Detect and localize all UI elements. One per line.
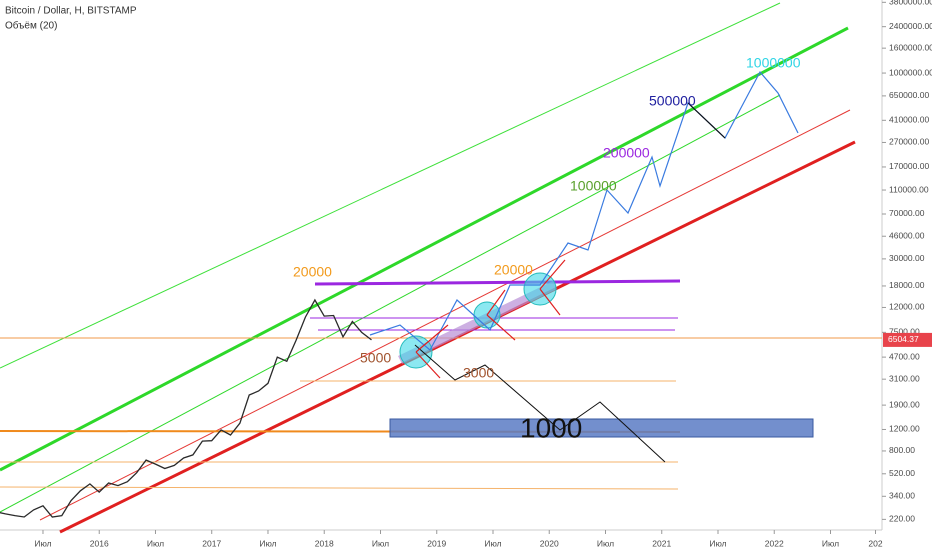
x-tick-label: 2018 (315, 538, 334, 548)
x-tick-label: Июл (822, 538, 839, 548)
x-tick-label: Июл (259, 538, 276, 548)
arrow (539, 288, 561, 316)
x-tick-label: 2020 (540, 538, 559, 548)
projection (687, 102, 726, 139)
x-tick-label: Июл (147, 538, 164, 548)
x-tick-label: Июл (34, 538, 51, 548)
y-tick-label: 12000.00 (889, 302, 925, 312)
x-tick-label: 2017 (202, 538, 221, 548)
current-price-box (883, 332, 932, 347)
arrow (486, 314, 516, 341)
x-tick-label: 2016 (90, 538, 109, 548)
y-tick-label: 170000.00 (889, 161, 929, 171)
y-tick-label: 800.00 (889, 445, 915, 455)
y-tick-label: 220.00 (889, 514, 915, 524)
x-tick-label: Июл (484, 538, 501, 548)
subtitle: Объём (20) (5, 20, 57, 32)
y-tick-label: 520.00 (889, 468, 915, 478)
y-tick-label: 1200.00 (889, 424, 920, 434)
y-tick-label: 3100.00 (889, 373, 920, 383)
y-tick-label: 3800000.00 (889, 0, 932, 7)
channel-line (39, 109, 851, 521)
x-tick-label: Июл (372, 538, 389, 548)
annotation: 20000 (494, 262, 533, 278)
channel-line (0, 94, 781, 513)
current-price-label: 6504.37 (888, 334, 919, 344)
y-tick-label: 1600000.00 (889, 42, 932, 52)
y-tick-label: 1000000.00 (889, 67, 932, 77)
x-tick-label: 202 (868, 538, 882, 548)
y-tick-label: 110000.00 (889, 184, 929, 194)
x-tick-label: 2022 (765, 538, 784, 548)
y-tick-label: 2400000.00 (889, 21, 932, 31)
level-line (0, 486, 679, 490)
x-tick-label: 2019 (427, 538, 446, 548)
arrow (415, 324, 449, 353)
zone (389, 418, 814, 438)
channel-line (0, 2, 781, 369)
annotation: 3000 (463, 365, 494, 381)
channel-line (0, 26, 849, 472)
x-tick-label: Июл (597, 538, 614, 548)
y-tick-label: 7500.00 (889, 327, 920, 337)
y-tick-label: 270000.00 (889, 137, 929, 147)
y-tick-label: 650000.00 (889, 90, 929, 100)
y-tick-label: 18000.00 (889, 280, 925, 290)
x-tick-label: 2021 (652, 538, 671, 548)
annotation: 500000 (649, 93, 696, 109)
y-tick-label: 4700.00 (889, 351, 920, 361)
arrow (539, 259, 566, 290)
annotation: 100000 (570, 178, 617, 194)
annotation: 1000000 (746, 55, 801, 71)
y-tick-label: 1900.00 (889, 399, 920, 409)
y-tick-label: 46000.00 (889, 230, 925, 240)
level-line (314, 279, 681, 286)
price-line (0, 298, 372, 518)
y-tick-label: 30000.00 (889, 253, 925, 263)
projection (369, 70, 799, 351)
x-tick-label: Июл (709, 538, 726, 548)
annotation: 20000 (293, 264, 332, 280)
chart-title: Bitcoin / Dollar, H, BITSTAMP (5, 6, 137, 17)
y-tick-label: 70000.00 (889, 208, 925, 218)
arrow (415, 351, 441, 379)
arrow (486, 289, 506, 316)
y-tick-label: 340.00 (889, 491, 915, 501)
y-tick-label: 410000.00 (889, 115, 929, 125)
drawings (0, 2, 882, 534)
projection (414, 344, 666, 463)
annotation: 200000 (603, 145, 650, 161)
annotation: 5000 (360, 350, 391, 366)
annotation: 1000 (520, 412, 582, 443)
